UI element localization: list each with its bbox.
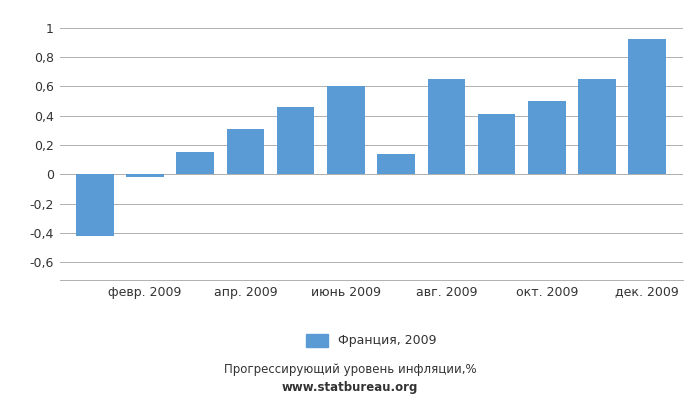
Bar — [76, 174, 113, 236]
Bar — [428, 79, 466, 174]
Bar — [227, 129, 264, 174]
Bar — [327, 86, 365, 174]
Text: www.statbureau.org: www.statbureau.org — [282, 381, 418, 394]
Bar — [126, 174, 164, 177]
Bar — [377, 154, 415, 174]
Legend: Франция, 2009: Франция, 2009 — [305, 334, 437, 347]
Text: Прогрессирующий уровень инфляции,%: Прогрессирующий уровень инфляции,% — [224, 364, 476, 376]
Bar — [176, 152, 214, 174]
Bar — [578, 79, 616, 174]
Bar — [478, 114, 515, 174]
Bar — [528, 101, 566, 174]
Bar — [629, 40, 666, 174]
Bar — [276, 107, 314, 174]
